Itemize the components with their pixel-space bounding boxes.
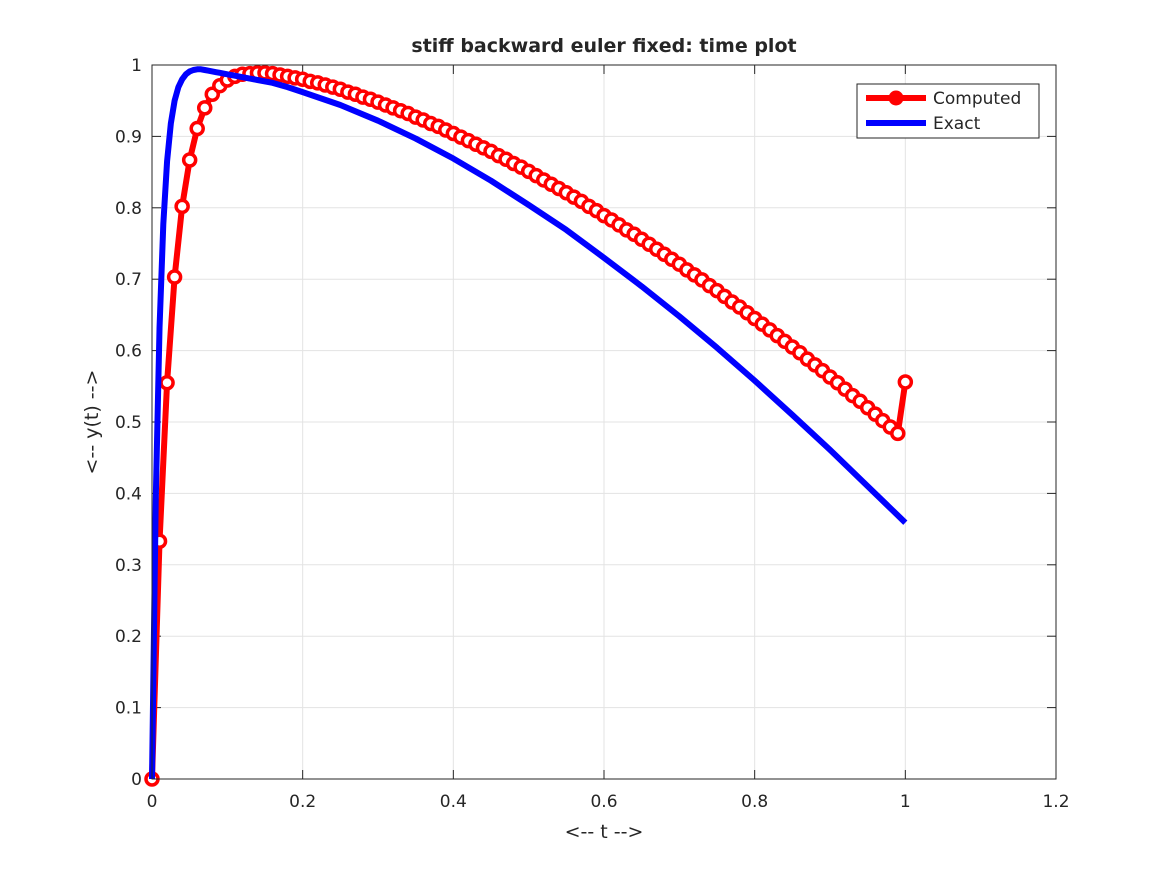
y-tick-label: 0 bbox=[131, 770, 142, 790]
data-point-computed bbox=[897, 374, 914, 390]
y-tick-label: 0.6 bbox=[115, 342, 142, 362]
data-point-computed bbox=[181, 152, 198, 168]
legend-label-exact: Exact bbox=[933, 114, 981, 134]
chart-title: stiff backward euler fixed: time plot bbox=[411, 35, 796, 57]
x-axis-label: <-- t --> bbox=[565, 821, 644, 843]
data-point-computed bbox=[174, 198, 190, 215]
x-tick-label: 0.2 bbox=[289, 792, 316, 812]
y-tick-label: 0.2 bbox=[115, 627, 142, 647]
data-point-computed bbox=[196, 100, 213, 116]
series-markers-computed bbox=[144, 65, 914, 787]
axes-box bbox=[151, 64, 1057, 780]
y-tick-label: 0.5 bbox=[115, 413, 142, 433]
y-tick-label: 0.1 bbox=[115, 699, 142, 719]
x-tick-label: 1.2 bbox=[1042, 792, 1069, 812]
legend-marker-computed bbox=[888, 90, 904, 106]
legend: Computed Exact bbox=[856, 83, 1040, 139]
x-tick-label: 1 bbox=[900, 792, 911, 812]
y-axis-label: <-- y(t) --> bbox=[81, 370, 103, 475]
y-tick-label: 0.3 bbox=[115, 556, 142, 576]
x-tick-label: 0.4 bbox=[440, 792, 467, 812]
data-point-computed bbox=[189, 120, 205, 137]
x-tick-label: 0.6 bbox=[590, 792, 617, 812]
y-tick-label: 0.9 bbox=[115, 127, 142, 147]
y-tick-labels: 0 0.1 0.2 0.3 0.4 0.5 0.6 0.7 0.8 0.9 1 bbox=[115, 56, 142, 790]
legend-box bbox=[856, 83, 1040, 139]
data-point-computed bbox=[166, 269, 183, 285]
y-tick-label: 0.8 bbox=[115, 199, 142, 219]
legend-label-computed: Computed bbox=[933, 89, 1021, 109]
y-tick-label: 0.7 bbox=[115, 270, 142, 290]
series-layer bbox=[144, 65, 914, 787]
x-tick-label: 0 bbox=[147, 792, 158, 812]
y-tick-label: 0.4 bbox=[115, 484, 142, 504]
x-tick-label: 0.8 bbox=[741, 792, 768, 812]
data-point-computed bbox=[159, 374, 175, 391]
series-line-exact bbox=[149, 66, 908, 780]
y-tick-label: 1 bbox=[131, 56, 142, 76]
x-tick-labels: 0 0.2 0.4 0.6 0.8 1 1.2 bbox=[147, 792, 1070, 812]
data-point-computed bbox=[890, 425, 906, 442]
